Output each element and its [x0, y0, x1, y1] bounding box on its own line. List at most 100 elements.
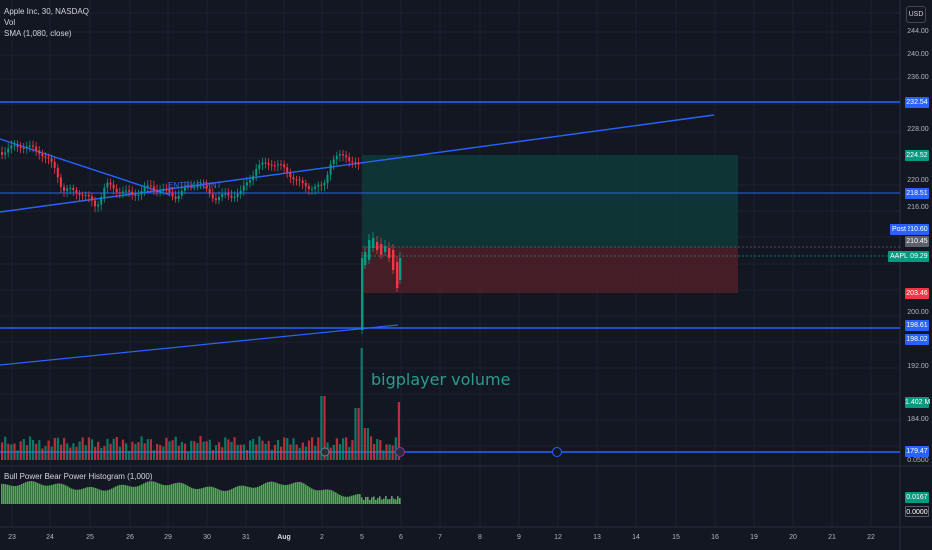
volume-bar [152, 450, 156, 460]
histogram-bar [287, 484, 289, 504]
price-tag: 179.47 [905, 446, 929, 457]
histogram-bar [283, 484, 285, 504]
sma-indicator-label[interactable]: SMA (1,080, close) [4, 29, 72, 38]
candle-body [4, 152, 7, 155]
time-tick-label: 13 [593, 534, 601, 541]
time-tick-label: 6 [399, 534, 403, 541]
histogram-bar [113, 487, 115, 504]
volume-bar [280, 446, 283, 460]
symbol-title[interactable]: Apple Inc, 30, NASDAQ [4, 7, 89, 16]
histogram-bar [353, 495, 355, 504]
candle-body [388, 248, 391, 258]
long-position-profit-zone[interactable] [362, 155, 738, 247]
histogram-bar [191, 487, 193, 504]
histogram-bar [355, 494, 357, 504]
histogram-bar [303, 483, 305, 504]
volume-bar [131, 441, 134, 460]
histogram-bar [53, 484, 55, 504]
histogram-pane-title[interactable]: Bull Power Bear Power Histogram (1,000) [4, 472, 153, 481]
histogram-bar [301, 482, 303, 504]
histogram-series [1, 481, 401, 504]
histogram-bar [207, 486, 209, 504]
candle-body [273, 165, 276, 167]
histogram-bar [229, 489, 231, 504]
histogram-bar [313, 489, 315, 504]
candle-body [187, 186, 189, 188]
volume-bar [1, 442, 4, 460]
histogram-bar [377, 497, 379, 504]
histogram-bar [13, 486, 15, 504]
trend-lines[interactable] [0, 114, 715, 366]
candle-body [103, 187, 106, 197]
candle-body [230, 195, 233, 198]
histogram-bar [393, 498, 395, 504]
price-tick-label: 220.00 [907, 177, 929, 184]
histogram-bar [263, 483, 265, 504]
long-position-loss-zone[interactable] [362, 247, 738, 293]
volume-indicator-label[interactable]: Vol [4, 18, 16, 27]
candle-body [361, 258, 364, 330]
volume-bar [162, 446, 165, 460]
currency-button[interactable]: USD [906, 6, 926, 23]
histogram-bar [235, 486, 237, 504]
volume-bar [214, 445, 218, 460]
histogram-bar [213, 487, 215, 504]
volume-bar [357, 408, 360, 460]
bigplayer-volume-note[interactable]: bigplayer volume [371, 370, 511, 389]
price-tag: 218.51 [905, 188, 929, 199]
time-tick-label: Aug [277, 534, 291, 541]
histogram-bar [193, 488, 195, 504]
event-markers[interactable] [320, 447, 562, 457]
candle-body [298, 179, 301, 181]
candle-body [183, 187, 186, 191]
candle-body [174, 196, 177, 199]
volume-bar [10, 444, 13, 460]
volume-bar [292, 438, 295, 460]
horizontal-lines[interactable] [0, 101, 900, 453]
histogram-bar [231, 488, 233, 504]
volume-bar [360, 348, 363, 460]
volume-bar [19, 441, 22, 460]
histogram-bar [331, 490, 333, 504]
volume-bar [100, 447, 103, 460]
histogram-bar [125, 485, 127, 504]
volume-bar [187, 452, 190, 460]
histogram-bar [347, 496, 349, 504]
histogram-bar [175, 482, 177, 504]
time-tick-label: 8 [478, 534, 482, 541]
volume-bar [94, 446, 97, 460]
time-tick-label: 9 [517, 534, 521, 541]
histogram-bar [3, 483, 5, 504]
volume-bar [314, 445, 317, 460]
candle-body [32, 145, 34, 147]
histogram-bar [197, 488, 199, 504]
volume-bar [47, 440, 50, 460]
histogram-bar [171, 484, 173, 504]
histogram-bar [173, 483, 175, 504]
histogram-bar [109, 489, 111, 504]
histogram-bar [285, 484, 287, 504]
volume-bar [202, 441, 205, 460]
candle-body [143, 187, 146, 192]
volume-bar [109, 443, 112, 460]
entry-point-label[interactable]: ENTRY POINT [168, 181, 222, 190]
histogram-bar [129, 486, 131, 504]
histogram-bar [117, 485, 119, 504]
volume-bar [273, 444, 276, 460]
volume-bar [22, 439, 25, 460]
candle-body [50, 158, 53, 162]
volume-bar [270, 449, 273, 460]
histogram-bar [19, 484, 21, 504]
price-tag: 198.02 [905, 334, 929, 345]
histogram-bar [265, 482, 267, 504]
candle-body [255, 168, 258, 176]
histogram-bar [199, 488, 201, 504]
histogram-bar [119, 485, 121, 504]
candle-body [345, 155, 348, 158]
candle-body [295, 179, 298, 181]
histogram-bar [335, 492, 337, 504]
candle-body [109, 182, 112, 185]
volume-bar [25, 445, 28, 460]
volume-bar [84, 445, 87, 460]
